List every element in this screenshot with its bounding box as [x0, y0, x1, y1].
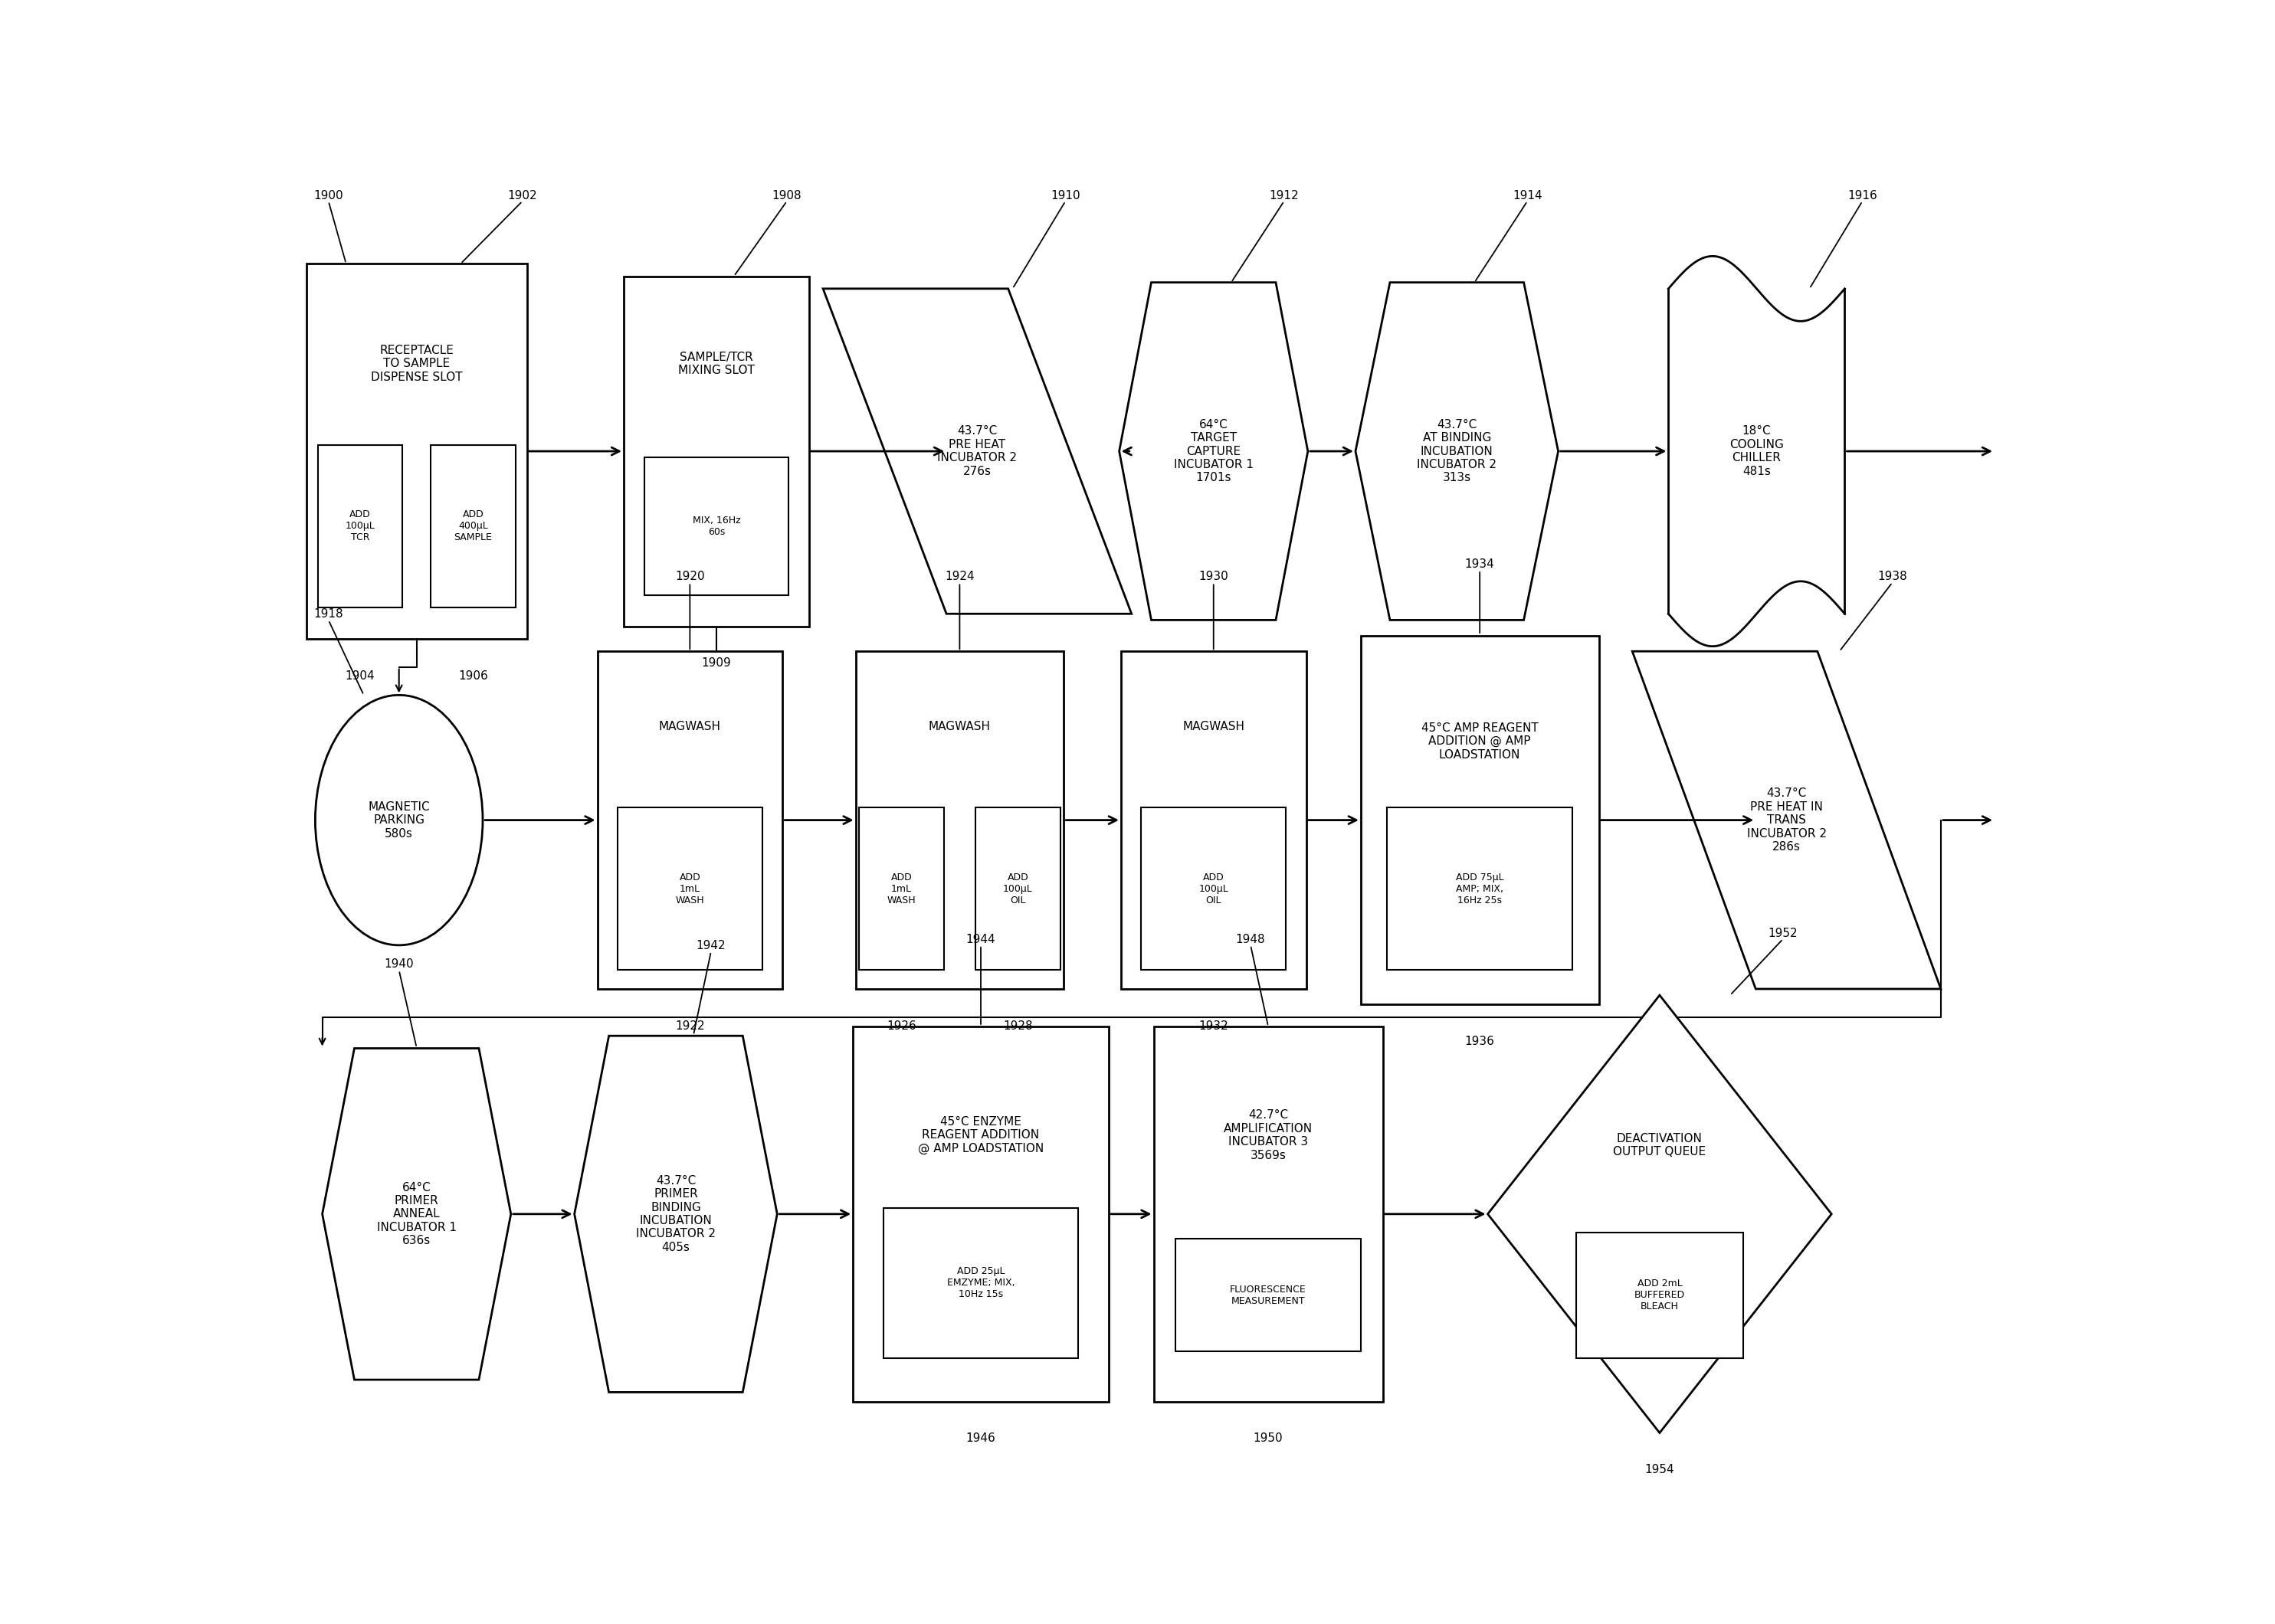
Polygon shape — [323, 1049, 512, 1380]
FancyBboxPatch shape — [623, 276, 810, 627]
Text: MIX, 16Hz
60s: MIX, 16Hz 60s — [692, 515, 739, 538]
Polygon shape — [573, 1036, 778, 1392]
Text: DEACTIVATION
OUTPUT QUEUE: DEACTIVATION OUTPUT QUEUE — [1613, 1134, 1706, 1158]
Text: 1946: 1946 — [967, 1432, 996, 1444]
Polygon shape — [1119, 283, 1308, 620]
Text: 1909: 1909 — [701, 658, 730, 669]
FancyBboxPatch shape — [976, 807, 1060, 970]
Text: RECEPTACLE
TO SAMPLE
DISPENSE SLOT: RECEPTACLE TO SAMPLE DISPENSE SLOT — [371, 344, 462, 383]
Text: 1922: 1922 — [676, 1020, 705, 1031]
Text: 1938: 1938 — [1877, 572, 1906, 583]
Text: MAGWASH: MAGWASH — [1183, 721, 1244, 732]
Text: 43.7°C
PRE HEAT
INCUBATOR 2
276s: 43.7°C PRE HEAT INCUBATOR 2 276s — [937, 425, 1017, 477]
Text: 45°C AMP REAGENT
ADDITION @ AMP
LOADSTATION: 45°C AMP REAGENT ADDITION @ AMP LOADSTAT… — [1422, 723, 1538, 760]
Text: 1936: 1936 — [1465, 1036, 1495, 1047]
Text: 1926: 1926 — [887, 1020, 917, 1031]
FancyBboxPatch shape — [855, 651, 1065, 989]
Text: 43.7°C
AT BINDING
INCUBATION
INCUBATOR 2
313s: 43.7°C AT BINDING INCUBATION INCUBATOR 2… — [1417, 419, 1497, 484]
Text: FLUORESCENCE
MEASUREMENT: FLUORESCENCE MEASUREMENT — [1231, 1285, 1306, 1306]
Text: 1930: 1930 — [1199, 572, 1228, 583]
FancyBboxPatch shape — [617, 807, 762, 970]
Text: ADD
100μL
OIL: ADD 100μL OIL — [1199, 872, 1228, 905]
Text: 64°C
PRIMER
ANNEAL
INCUBATOR 1
636s: 64°C PRIMER ANNEAL INCUBATOR 1 636s — [378, 1182, 457, 1247]
Text: ADD
100μL
OIL: ADD 100μL OIL — [1003, 872, 1033, 905]
Text: 1940: 1940 — [384, 958, 414, 970]
Polygon shape — [1488, 996, 1831, 1432]
FancyBboxPatch shape — [1122, 651, 1306, 989]
Text: 43.7°C
PRE HEAT IN
TRANS
INCUBATOR 2
286s: 43.7°C PRE HEAT IN TRANS INCUBATOR 2 286… — [1747, 788, 1827, 853]
Text: 1912: 1912 — [1269, 190, 1299, 201]
Ellipse shape — [316, 695, 482, 945]
Text: 1902: 1902 — [507, 190, 537, 201]
Text: ADD
400μL
SAMPLE: ADD 400μL SAMPLE — [455, 510, 491, 542]
FancyBboxPatch shape — [1388, 807, 1572, 970]
Text: 64°C
TARGET
CAPTURE
INCUBATOR 1
1701s: 64°C TARGET CAPTURE INCUBATOR 1 1701s — [1174, 419, 1254, 484]
FancyBboxPatch shape — [853, 1026, 1108, 1402]
Text: 43.7°C
PRIMER
BINDING
INCUBATION
INCUBATOR 2
405s: 43.7°C PRIMER BINDING INCUBATION INCUBAT… — [637, 1174, 717, 1254]
FancyBboxPatch shape — [1153, 1026, 1383, 1402]
FancyBboxPatch shape — [318, 445, 403, 607]
FancyBboxPatch shape — [1577, 1233, 1743, 1358]
Text: 1952: 1952 — [1768, 927, 1797, 939]
FancyBboxPatch shape — [644, 458, 789, 594]
Text: 1900: 1900 — [314, 190, 344, 201]
FancyBboxPatch shape — [598, 651, 783, 989]
Text: 1934: 1934 — [1465, 559, 1495, 570]
FancyBboxPatch shape — [1142, 807, 1285, 970]
Text: MAGWASH: MAGWASH — [660, 721, 721, 732]
Text: 18°C
COOLING
CHILLER
481s: 18°C COOLING CHILLER 481s — [1729, 425, 1784, 477]
Text: 1918: 1918 — [314, 609, 344, 620]
Text: 1932: 1932 — [1199, 1020, 1228, 1031]
Text: ADD
1mL
WASH: ADD 1mL WASH — [676, 872, 705, 905]
Text: 1950: 1950 — [1254, 1432, 1283, 1444]
Polygon shape — [1631, 651, 1941, 989]
Text: 1928: 1928 — [1003, 1020, 1033, 1031]
Text: 1920: 1920 — [676, 572, 705, 583]
Polygon shape — [824, 289, 1131, 614]
Text: 42.7°C
AMPLIFICATION
INCUBATOR 3
3569s: 42.7°C AMPLIFICATION INCUBATOR 3 3569s — [1224, 1109, 1313, 1161]
Text: MAGNETIC
PARKING
580s: MAGNETIC PARKING 580s — [369, 801, 430, 840]
FancyBboxPatch shape — [1668, 289, 1845, 614]
Text: ADD 2mL
BUFFERED
BLEACH: ADD 2mL BUFFERED BLEACH — [1633, 1278, 1686, 1312]
FancyBboxPatch shape — [883, 1208, 1078, 1358]
Text: SAMPLE/TCR
MIXING SLOT: SAMPLE/TCR MIXING SLOT — [678, 351, 755, 377]
Text: 1916: 1916 — [1847, 190, 1877, 201]
Text: 1908: 1908 — [771, 190, 801, 201]
Text: 1906: 1906 — [457, 671, 487, 682]
FancyBboxPatch shape — [307, 263, 528, 638]
FancyBboxPatch shape — [860, 807, 944, 970]
Text: ADD 25μL
EMZYME; MIX,
10Hz 15s: ADD 25μL EMZYME; MIX, 10Hz 15s — [946, 1267, 1015, 1299]
FancyBboxPatch shape — [430, 445, 516, 607]
Text: 1944: 1944 — [967, 934, 996, 945]
Text: ADD 75μL
AMP; MIX,
16Hz 25s: ADD 75μL AMP; MIX, 16Hz 25s — [1456, 872, 1504, 905]
FancyBboxPatch shape — [1176, 1239, 1360, 1351]
Text: 1954: 1954 — [1645, 1465, 1674, 1476]
Text: 1904: 1904 — [346, 671, 375, 682]
Text: MAGWASH: MAGWASH — [928, 721, 990, 732]
Text: ADD
1mL
WASH: ADD 1mL WASH — [887, 872, 917, 905]
Text: 1914: 1914 — [1513, 190, 1542, 201]
Text: 1924: 1924 — [944, 572, 974, 583]
Text: 45°C ENZYME
REAGENT ADDITION
@ AMP LOADSTATION: 45°C ENZYME REAGENT ADDITION @ AMP LOADS… — [917, 1116, 1044, 1155]
Text: 1910: 1910 — [1051, 190, 1081, 201]
Text: ADD
100μL
TCR: ADD 100μL TCR — [346, 510, 375, 542]
Text: 1942: 1942 — [696, 940, 726, 952]
Polygon shape — [1356, 283, 1558, 620]
FancyBboxPatch shape — [1360, 635, 1599, 1005]
Text: 1948: 1948 — [1235, 934, 1265, 945]
